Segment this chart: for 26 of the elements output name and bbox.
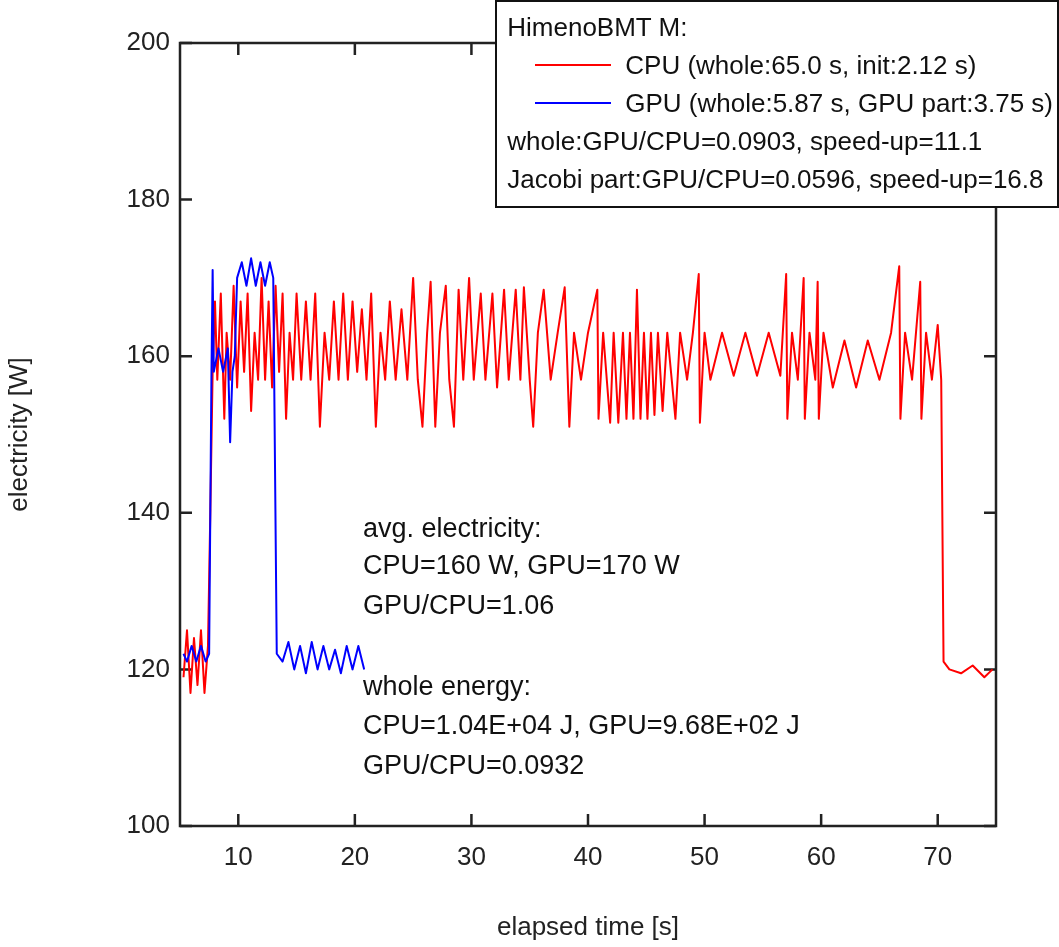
annotation: GPU/CPU=1.06: [363, 590, 555, 621]
annotation: whole:GPU/CPU=0.0903, speed-up=11.1: [507, 125, 984, 158]
legend-label: CPU (whole:65.0 s, init:2.12 s): [625, 49, 977, 82]
y-tick-label: 200: [126, 26, 170, 57]
annotation: whole energy:: [362, 671, 532, 702]
y-tick-label: 160: [126, 339, 170, 370]
annotation: GPU/CPU=0.0932: [363, 750, 585, 781]
x-tick-label: 50: [690, 840, 720, 871]
y-tick-label: 120: [126, 652, 170, 683]
x-axis-title: elapsed time [s]: [496, 910, 680, 941]
x-tick-label: 30: [456, 840, 486, 871]
annotation: CPU=160 W, GPU=170 W: [363, 550, 681, 581]
annotation: CPU=1.04E+04 J, GPU=9.68E+02 J: [363, 710, 800, 741]
x-tick-label: 20: [340, 840, 370, 871]
x-tick-label: 60: [806, 840, 836, 871]
x-tick-label: 70: [923, 840, 953, 871]
y-tick-label: 100: [126, 809, 170, 840]
legend-label: GPU (whole:5.87 s, GPU part:3.75 s): [625, 87, 1053, 120]
y-tick-label: 140: [126, 495, 170, 526]
x-tick-label: 40: [573, 840, 603, 871]
annotation: avg. electricity:: [363, 513, 542, 544]
y-axis-title: electricity [W]: [2, 357, 33, 512]
legend-title: HimenoBMT M:: [507, 11, 689, 44]
x-tick-label: 10: [223, 840, 253, 871]
annotation: Jacobi part:GPU/CPU=0.0596, speed-up=16.8: [507, 163, 1045, 196]
y-tick-label: 180: [126, 182, 170, 213]
